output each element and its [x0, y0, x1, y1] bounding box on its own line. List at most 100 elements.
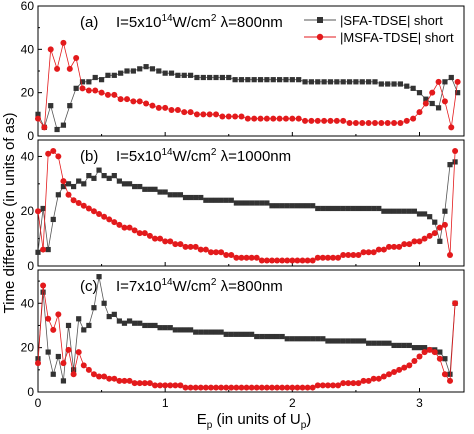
data-point-sfa	[101, 173, 107, 179]
data-point-sfa	[315, 205, 321, 212]
data-point-msfa	[162, 238, 169, 245]
data-point-sfa	[106, 175, 112, 181]
data-point-sfa	[304, 336, 311, 342]
data-point-msfa	[55, 311, 62, 318]
data-point-sfa	[447, 162, 453, 168]
data-point-msfa	[174, 107, 181, 113]
data-point-sfa	[207, 74, 213, 81]
data-point-msfa	[410, 115, 417, 122]
data-point-msfa	[401, 241, 408, 248]
data-point-sfa	[121, 320, 128, 326]
data-point-sfa	[208, 329, 214, 335]
data-point-msfa	[75, 200, 82, 206]
data-point-sfa	[353, 79, 359, 85]
data-point-sfa	[232, 77, 238, 83]
data-point-sfa	[452, 159, 458, 165]
data-point-sfa	[432, 219, 438, 225]
data-point-sfa	[421, 345, 428, 351]
data-point-msfa	[35, 360, 41, 367]
data-point-sfa	[157, 325, 163, 331]
data-point-sfa	[137, 183, 143, 190]
data-point-msfa	[73, 55, 80, 61]
data-point-sfa	[233, 200, 239, 206]
data-point-msfa	[436, 355, 443, 362]
data-point-sfa	[92, 74, 98, 81]
data-point-sfa	[137, 66, 143, 72]
data-point-msfa	[359, 120, 366, 126]
data-point-msfa	[421, 235, 428, 242]
data-point-msfa	[447, 252, 454, 259]
data-point-sfa	[410, 85, 416, 91]
legend: |SFA-TDSE| short |MSFA-TDSE| short	[304, 13, 454, 45]
data-point-msfa	[436, 224, 443, 231]
data-point-msfa	[263, 257, 270, 264]
data-point-msfa	[232, 113, 239, 120]
data-point-msfa	[352, 120, 359, 126]
data-point-sfa	[181, 72, 187, 78]
x-tick-label: 3	[416, 396, 423, 410]
data-point-msfa	[66, 65, 73, 72]
data-point-sfa	[264, 333, 270, 340]
data-point-msfa	[219, 113, 226, 120]
y-axis-label: Time difference (in units of as)	[1, 113, 18, 314]
data-point-sfa	[79, 79, 86, 85]
data-point-sfa	[76, 316, 82, 322]
data-point-sfa	[254, 200, 260, 206]
series-line-sfa	[37, 161, 456, 253]
legend-msfa-marker	[316, 33, 324, 41]
data-point-sfa	[366, 340, 372, 346]
data-point-sfa	[208, 197, 214, 203]
data-point-sfa	[149, 66, 156, 72]
panel-1: 0 20 40 60 (a) I=5x1014W/cm2 λ=800nm	[21, 0, 465, 143]
data-point-sfa	[320, 336, 326, 342]
data-point-msfa	[350, 252, 357, 259]
x-tick-label: 0	[35, 396, 42, 410]
data-point-msfa	[70, 371, 77, 378]
data-point-msfa	[314, 254, 321, 261]
data-point-sfa	[321, 79, 327, 85]
panel-label: (a)	[80, 14, 98, 31]
data-point-msfa	[319, 382, 326, 389]
data-point-msfa	[340, 380, 347, 387]
data-point-sfa	[223, 331, 229, 337]
panel-3: 0 20 40 0 1 2 3 (c) I=7x1014W/cm2 λ=800nm	[21, 269, 465, 410]
y-tick-label: 0	[27, 129, 34, 143]
y-tick-label: 60	[21, 0, 35, 13]
data-point-sfa	[187, 327, 194, 333]
legend-sfa-marker	[317, 17, 323, 23]
data-point-sfa	[45, 349, 51, 355]
data-point-msfa	[213, 111, 220, 118]
data-point-sfa	[65, 322, 72, 329]
data-point-msfa	[452, 300, 459, 307]
y-tick-label: 40	[21, 149, 35, 163]
data-point-msfa	[136, 98, 143, 105]
data-point-msfa	[106, 216, 113, 223]
data-point-sfa	[198, 329, 204, 335]
data-point-sfa	[76, 178, 82, 184]
data-point-sfa	[238, 200, 245, 206]
data-point-msfa	[403, 117, 410, 124]
data-point-sfa	[416, 90, 423, 96]
data-point-sfa	[391, 81, 397, 87]
data-point-sfa	[404, 83, 410, 89]
data-point-msfa	[162, 104, 169, 111]
data-point-sfa	[101, 300, 107, 306]
data-point-sfa	[289, 77, 295, 83]
data-point-msfa	[146, 380, 153, 387]
data-point-sfa	[54, 126, 60, 133]
data-point-msfa	[177, 382, 184, 389]
data-point-msfa	[85, 366, 92, 373]
data-point-sfa	[243, 200, 250, 206]
data-point-msfa	[75, 349, 82, 356]
data-point-msfa	[454, 78, 461, 85]
x-tick-label: 1	[162, 396, 169, 410]
data-point-msfa	[431, 349, 438, 356]
data-point-msfa	[426, 232, 433, 239]
data-point-sfa	[182, 194, 189, 201]
data-point-msfa	[258, 257, 265, 264]
data-point-msfa	[295, 115, 302, 122]
data-point-msfa	[213, 249, 220, 256]
data-point-sfa	[442, 356, 448, 362]
panel-label: (b)	[80, 148, 98, 165]
data-point-sfa	[96, 167, 102, 173]
